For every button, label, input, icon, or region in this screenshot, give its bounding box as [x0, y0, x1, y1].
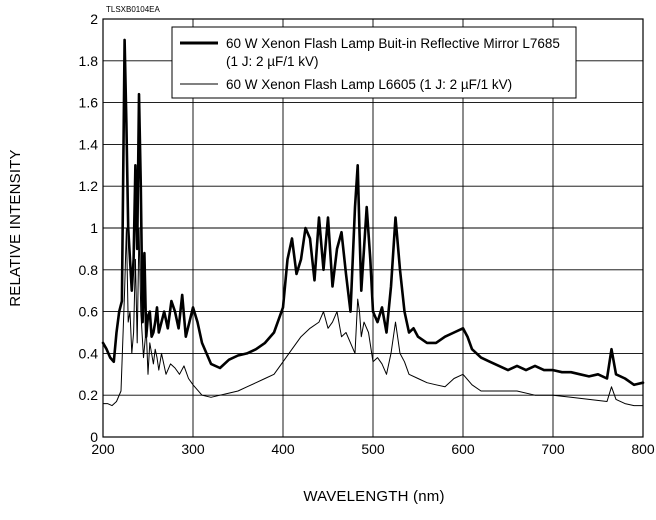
x-axis-title: WAVELENGTH (nm) [303, 488, 444, 505]
x-tick-label: 500 [361, 441, 385, 457]
x-tick-label: 400 [271, 441, 295, 457]
x-tick-label: 600 [451, 441, 475, 457]
y-tick-label: 1.4 [79, 136, 99, 152]
series-line-l7685 [101, 38, 645, 387]
x-tick-label: 200 [91, 441, 115, 457]
y-tick-label: 1.2 [79, 178, 99, 194]
series-line-l6605 [102, 227, 644, 407]
x-tick-label: 800 [631, 441, 655, 457]
figure-code: TLSXB0104EA [106, 5, 160, 14]
legend-label-l7685: 60 W Xenon Flash Lamp Buit-in Reflective… [226, 36, 560, 51]
x-tick-label: 300 [181, 441, 205, 457]
y-tick-label: 1.6 [79, 95, 99, 111]
legend-label-l7685-line2: (1 J: 2 µF/1 kV) [226, 54, 319, 69]
plot-frame [102, 18, 644, 438]
legend-label-l6605: 60 W Xenon Flash Lamp L6605 (1 J: 2 µF/1… [226, 77, 512, 92]
y-tick-label: 0.8 [79, 262, 99, 278]
y-tick-label: 2 [90, 11, 98, 27]
y-axis-title: RELATIVE INTENSITY [7, 149, 24, 307]
y-tick-label: 0 [90, 429, 98, 445]
legend: 60 W Xenon Flash Lamp Buit-in Reflective… [171, 26, 577, 99]
legend-box [171, 26, 577, 99]
x-tick-label: 700 [541, 441, 565, 457]
y-tick-label: 0.2 [79, 387, 99, 403]
series-layer [101, 38, 645, 407]
y-tick-label: 0.6 [79, 304, 99, 320]
y-tick-label: 0.4 [79, 345, 99, 361]
tick-labels: 200 300 400 500 600 700 800 0 0.2 0.4 0.6 0.8 1 1.2 1.… [79, 11, 655, 457]
y-tick-label: 1.8 [79, 53, 99, 69]
y-tick-label: 1 [90, 220, 98, 236]
